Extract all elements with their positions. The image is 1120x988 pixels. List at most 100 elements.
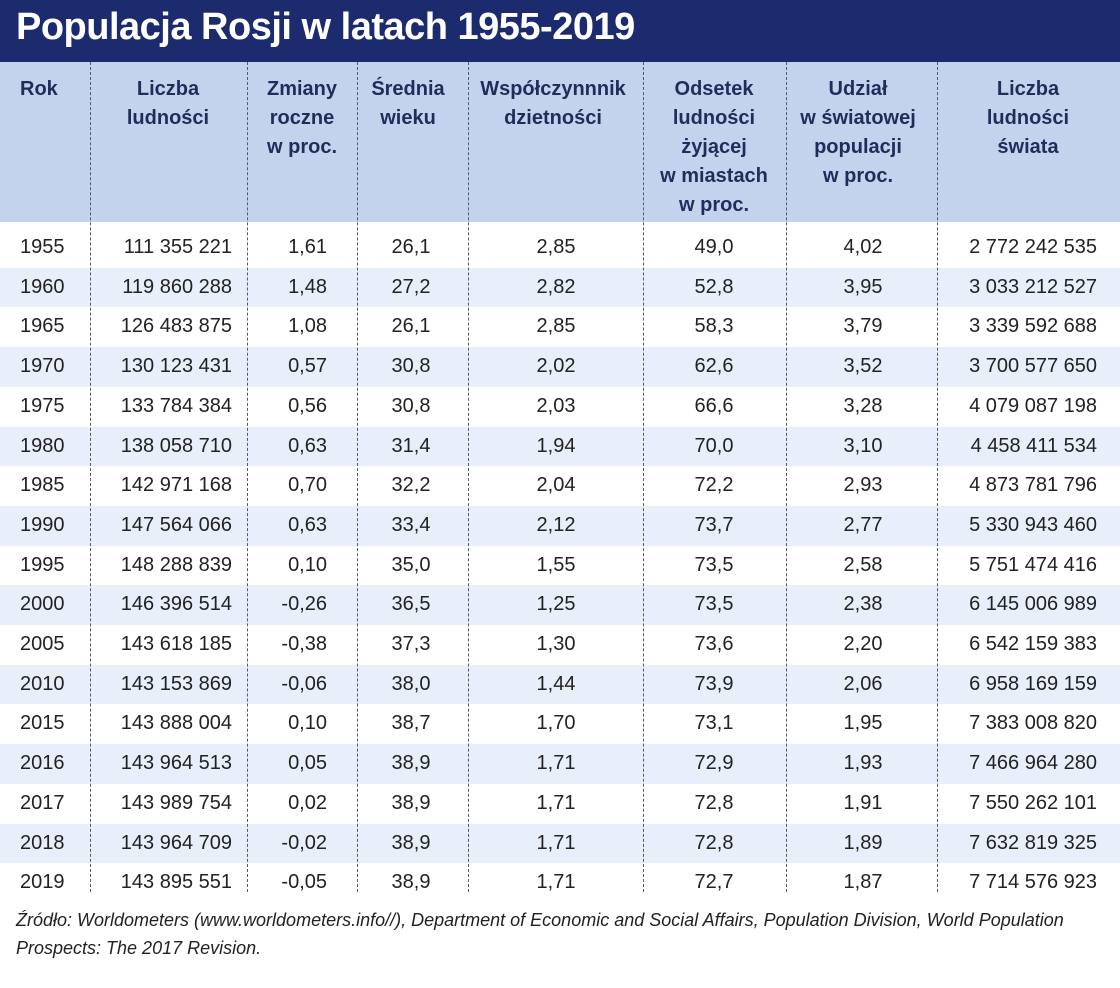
cell-fertility-rate: 1,25 [536,593,576,616]
cell-population: 143 888 004 [120,712,232,735]
cell-annual-change: 0,02 [288,791,327,814]
cell-world-population: 7 550 262 101 [969,791,1097,814]
cell-urban-share: 66,6 [694,394,734,417]
table-row: 1955 111 355 221 1,61 26,1 2,85 49,0 4,02 2 772… [0,228,1120,268]
cell-world-population: 7 632 819 325 [969,831,1097,854]
cell-world-population: 5 751 474 416 [969,553,1097,576]
cell-world-share: 3,95 [843,275,883,298]
cell-median-age: 38,9 [391,871,431,894]
table-row: 1980 138 058 710 0,63 31,4 1,94 70,0 3,10 4 458… [0,426,1120,467]
cell-fertility-rate: 1,94 [536,434,576,457]
cell-population: 142 971 168 [120,474,232,497]
cell-population: 126 483 875 [120,315,232,338]
cell-world-share: 2,20 [843,633,883,655]
cell-world-share: 1,93 [843,752,883,775]
table-row: 2005 143 618 185 -0,38 37,3 1,30 73,6 2,20 6 54… [0,625,1120,665]
cell-year: 1985 [20,474,65,497]
cell-fertility-rate: 1,30 [536,633,576,655]
cell-year: 2018 [20,831,65,854]
cell-urban-share: 72,9 [694,752,734,775]
cell-population: 143 618 185 [120,633,232,655]
cell-world-share: 2,93 [843,474,883,497]
cell-urban-share: 49,0 [694,236,734,258]
cell-urban-share: 73,6 [694,633,734,655]
cell-population: 143 895 551 [120,871,232,894]
cell-population: 143 153 869 [120,672,232,695]
cell-year: 2016 [20,752,65,775]
column-header-annual-change: Zmiany roczne w proc. [266,78,338,158]
cell-year: 2010 [20,672,65,695]
column-header-year: Rok [20,78,58,100]
cell-world-share: 2,77 [843,513,883,536]
cell-annual-change: 1,61 [288,236,327,258]
cell-population: 133 784 384 [120,394,232,417]
cell-annual-change: 0,56 [288,394,327,417]
cell-median-age: 35,0 [391,553,431,576]
column-header-world-population: Liczba ludności świata [986,78,1070,158]
cell-world-population: 2 772 242 535 [969,236,1097,258]
cell-urban-share: 72,7 [694,871,734,894]
cell-world-share: 3,79 [843,315,883,338]
cell-world-population: 6 145 006 989 [969,593,1097,616]
cell-fertility-rate: 2,04 [536,474,576,497]
cell-urban-share: 73,7 [694,513,734,536]
cell-annual-change: 0,70 [288,474,327,497]
cell-population: 143 964 709 [120,831,232,854]
column-divider [468,62,469,892]
cell-world-share: 2,58 [843,553,883,576]
cell-urban-share: 70,0 [694,434,734,457]
cell-median-age: 38,9 [391,752,431,775]
cell-annual-change: -0,38 [281,633,327,655]
cell-world-share: 3,10 [843,434,883,457]
cell-median-age: 38,9 [391,831,431,854]
cell-fertility-rate: 1,71 [536,871,576,894]
cell-world-population: 3 700 577 650 [969,355,1097,378]
column-header-world-share: Udział w światowej populacji w proc. [800,78,916,187]
cell-world-population: 4 458 411 534 [970,434,1097,457]
column-header-median-age: Średnia wieku [371,78,445,129]
cell-world-population: 3 033 212 527 [969,275,1097,298]
cell-population: 148 288 839 [120,553,232,576]
cell-urban-share: 58,3 [694,315,734,338]
cell-year: 2005 [20,633,65,655]
table-row: 1995 148 288 839 0,10 35,0 1,55 73,5 2,58 5 751… [0,546,1120,586]
cell-fertility-rate: 2,02 [536,355,576,378]
column-divider [937,62,938,892]
cell-median-age: 38,9 [391,791,431,814]
cell-world-population: 7 383 008 820 [969,712,1097,735]
cell-median-age: 33,4 [391,513,431,536]
cell-year: 2000 [20,593,65,616]
column-divider [247,62,248,892]
cell-population: 130 123 431 [120,355,232,378]
cell-median-age: 37,3 [391,633,431,655]
cell-annual-change: 0,63 [288,513,327,536]
cell-urban-share: 73,1 [694,712,734,735]
cell-world-population: 6 958 169 159 [969,672,1097,695]
cell-year: 2017 [20,791,65,814]
table-row: 1990 147 564 066 0,63 33,4 2,12 73,7 2,77 5 330… [0,505,1120,546]
cell-fertility-rate: 2,03 [536,394,576,417]
cell-population: 138 058 710 [120,434,232,457]
cell-year: 1955 [20,236,65,258]
cell-annual-change: 1,48 [288,275,327,298]
cell-fertility-rate: 1,71 [536,752,576,775]
column-header-fertility-rate: Współczynnnik dzietności [480,78,626,129]
table-header: Rok Liczba ludności Zmiany roczne w proc. Ś… [0,62,1120,222]
cell-world-population: 4 873 781 796 [969,474,1097,497]
table-row: 2000 146 396 514 -0,26 36,5 1,25 73,5 2,38 6 14… [0,585,1120,625]
cell-world-share: 1,91 [843,791,883,814]
cell-annual-change: -0,26 [281,593,327,616]
cell-annual-change: 0,10 [288,712,327,735]
cell-urban-share: 72,2 [694,474,734,497]
column-header-urban-share: Odsetek ludności żyjącej w miastach w pr… [660,78,768,216]
cell-annual-change: 0,05 [288,752,327,775]
cell-urban-share: 72,8 [694,831,734,854]
cell-year: 2019 [20,871,65,894]
cell-world-population: 6 542 159 383 [969,633,1097,655]
cell-annual-change: 0,63 [288,434,327,457]
cell-median-age: 26,1 [391,236,431,258]
cell-world-population: 5 330 943 460 [969,513,1097,536]
cell-year: 2015 [20,712,65,735]
column-header-population: Liczba ludności [126,78,210,129]
cell-population: 119 860 288 [122,275,232,298]
